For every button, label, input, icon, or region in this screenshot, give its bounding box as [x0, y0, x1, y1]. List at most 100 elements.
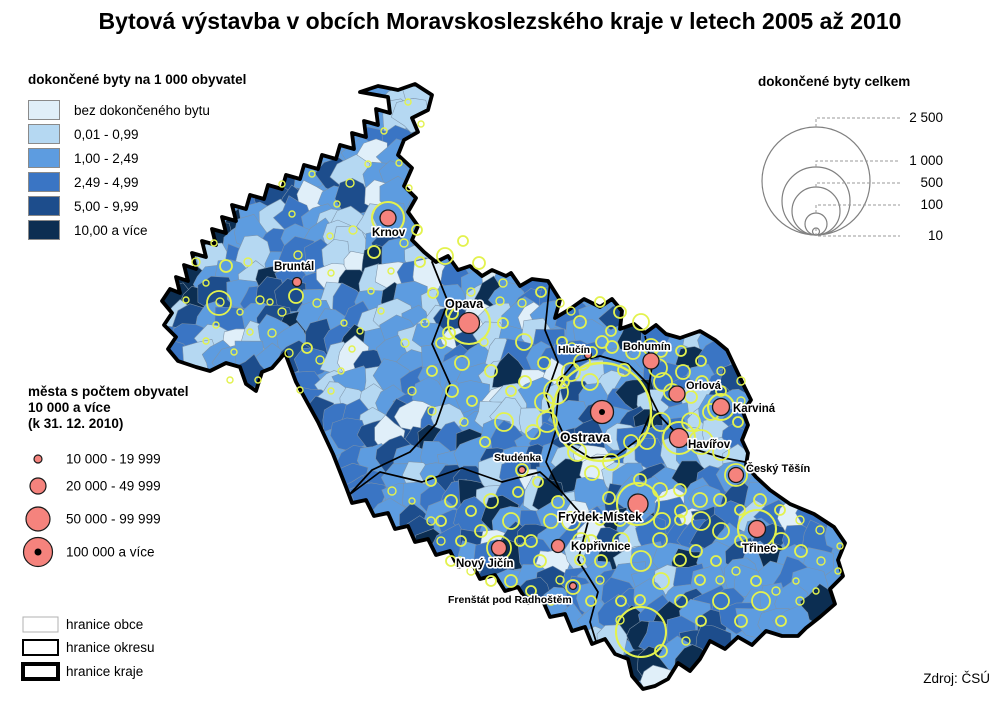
total-legend-leader [815, 204, 900, 213]
city-circle [379, 209, 397, 227]
dwellings-symbol [466, 287, 476, 297]
dwellings-symbol [713, 493, 727, 507]
city-label: Havířov [688, 439, 731, 451]
dwellings-symbol [367, 287, 375, 295]
city-size-circle [25, 506, 51, 532]
city-size-circle [29, 477, 47, 495]
dwellings-symbol [364, 160, 372, 168]
dwellings-symbol [327, 269, 335, 277]
city-circle [627, 493, 649, 515]
dwellings-symbol [674, 594, 688, 608]
dwellings-symbol [377, 307, 385, 315]
dwellings-symbol [518, 375, 532, 389]
dwellings-symbol [472, 256, 486, 270]
dwellings-symbol [254, 376, 262, 384]
city-circle [291, 276, 303, 288]
legend-ratio-row: 1,00 - 2,49 [28, 148, 268, 168]
dwellings-symbol [495, 296, 505, 306]
dwellings-symbol [612, 532, 630, 550]
dwellings-symbol [395, 159, 403, 167]
dwellings-symbol [340, 319, 348, 327]
city-circle [668, 385, 686, 403]
dwellings-symbol [688, 429, 714, 455]
dwellings-symbol [454, 355, 470, 371]
dwellings-symbol [459, 417, 469, 427]
district-boundary [544, 280, 561, 491]
dwellings-symbol [206, 290, 232, 316]
dwellings-symbol [405, 184, 413, 192]
dwellings-symbol [444, 494, 458, 508]
legend-total-circles: 2 500 1 000 500 100 10 [761, 110, 943, 243]
dwellings-symbol [515, 463, 529, 477]
legend-cities-title-block: města s počtem obyvatel 10 000 a více (k… [28, 384, 258, 432]
legend-ratio-label: bez dokončeného bytu [74, 102, 210, 118]
dwellings-symbol [479, 436, 491, 448]
dwellings-symbol [613, 305, 627, 319]
city-label: Opava [445, 297, 484, 311]
legend-ratio-row: 2,49 - 4,99 [28, 172, 268, 192]
dwellings-symbol [594, 554, 608, 568]
dwellings-symbol [436, 536, 446, 546]
dwellings-symbol [561, 511, 581, 531]
city-size-circle [33, 454, 43, 464]
dwellings-symbol [230, 348, 238, 356]
color-swatch [28, 196, 60, 216]
dwellings-symbol [465, 505, 477, 517]
dwellings-symbol [296, 386, 304, 394]
dwellings-symbol [308, 170, 316, 178]
legend-ratio-label: 10,00 a více [74, 222, 148, 238]
dwellings-symbol [191, 257, 201, 267]
dwellings-symbol [602, 453, 620, 471]
legend-ratio-label: 0,01 - 0,99 [74, 126, 139, 142]
dwellings-symbol [517, 298, 527, 308]
dwellings-symbol [710, 555, 722, 567]
dwellings-symbol [266, 298, 274, 306]
city-circle [457, 311, 481, 335]
total-legend-circle [804, 212, 828, 236]
city-circle [668, 427, 690, 449]
dwellings-symbol [455, 535, 467, 547]
dwellings-symbol [795, 515, 805, 525]
dwellings-symbol [202, 337, 210, 345]
dwellings-symbol [408, 497, 416, 505]
city-circle [583, 350, 593, 360]
dwellings-symbol [834, 567, 842, 575]
color-swatch [28, 148, 60, 168]
dwellings-symbol [404, 98, 412, 106]
legend-cities-title-line1: města s počtem obyvatel [28, 384, 189, 399]
city-label: Český Těšín [746, 462, 810, 475]
dwellings-symbol [736, 508, 778, 550]
dwellings-symbol [337, 367, 345, 375]
dwellings-symbol [715, 575, 725, 585]
district-boundary [559, 489, 599, 649]
dwellings-symbol [734, 534, 748, 548]
boundary-sample [22, 639, 59, 656]
dwellings-symbol [630, 550, 652, 572]
city-label: Bohumín [623, 341, 671, 353]
city-circle [711, 397, 731, 417]
legend-completed-total: dokončené byty celkem [758, 74, 993, 90]
legend-ratio-label: 1,00 - 2,49 [74, 150, 139, 166]
dwellings-symbol [532, 476, 544, 488]
dwellings-symbol [387, 267, 395, 275]
dwellings-symbol [623, 434, 639, 450]
dwellings-symbol [775, 615, 787, 627]
total-legend-value: 100 [920, 197, 943, 212]
dwellings-symbol [466, 395, 478, 407]
dwellings-symbol [543, 513, 559, 529]
dwellings-symbol [288, 288, 304, 304]
dwellings-symbol [561, 362, 581, 382]
dwellings-symbol [715, 385, 727, 397]
dwellings-symbol [537, 356, 551, 370]
dwellings-symbol [736, 396, 746, 406]
dwellings-symbol [301, 342, 313, 354]
dwellings-symbol [613, 513, 627, 527]
dwellings-symbol [792, 577, 800, 585]
boundary-label: hranice kraje [66, 664, 143, 679]
dwellings-symbol [734, 614, 748, 628]
district-boundary [555, 355, 653, 459]
dwellings-symbol [731, 566, 741, 576]
city-label: Ostrava [560, 430, 611, 445]
dwellings-symbol [812, 587, 820, 595]
legend-ratio-row: bez dokončeného bytu [28, 100, 268, 120]
